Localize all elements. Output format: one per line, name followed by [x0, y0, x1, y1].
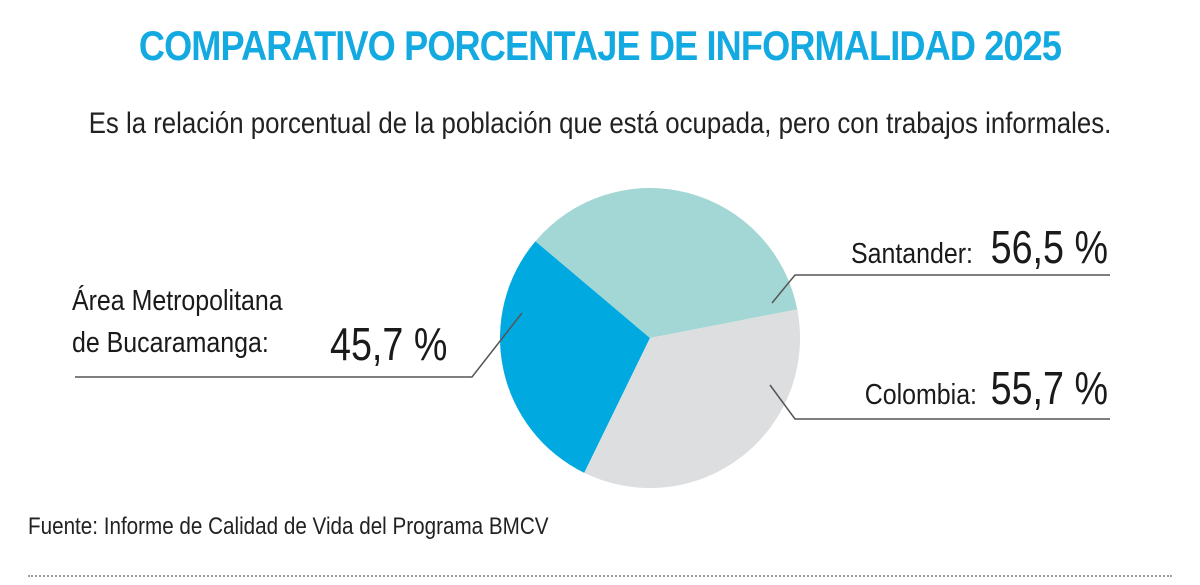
- pie-slice-colombia: [584, 309, 801, 489]
- leader-line-area-metropolitana: [75, 312, 523, 378]
- label-santander: Santander:: [851, 237, 973, 269]
- value-santander: 56,5 %: [991, 221, 1108, 272]
- bottom-divider: [28, 575, 1172, 577]
- leader-line-santander: [771, 274, 1110, 304]
- pie-slice-area-metropolitana: [500, 241, 650, 473]
- label-area-metropolitana-line1: Área Metropolitana: [72, 284, 283, 316]
- value-colombia: 55,7 %: [991, 362, 1108, 413]
- leader-line-colombia: [769, 384, 1110, 420]
- source-note: Fuente: Informe de Calidad de Vida del P…: [28, 513, 549, 540]
- chart-subtitle: Es la relación porcentual de la població…: [88, 107, 1112, 140]
- value-area-metropolitana: 45,7 %: [330, 318, 447, 369]
- chart-title: COMPARATIVO PORCENTAJE DE INFORMALIDAD 2…: [138, 22, 1062, 69]
- pie-slice-santander: [535, 188, 798, 338]
- label-colombia: Colombia:: [865, 378, 977, 410]
- label-area-metropolitana-line2: de Bucaramanga:: [72, 326, 269, 358]
